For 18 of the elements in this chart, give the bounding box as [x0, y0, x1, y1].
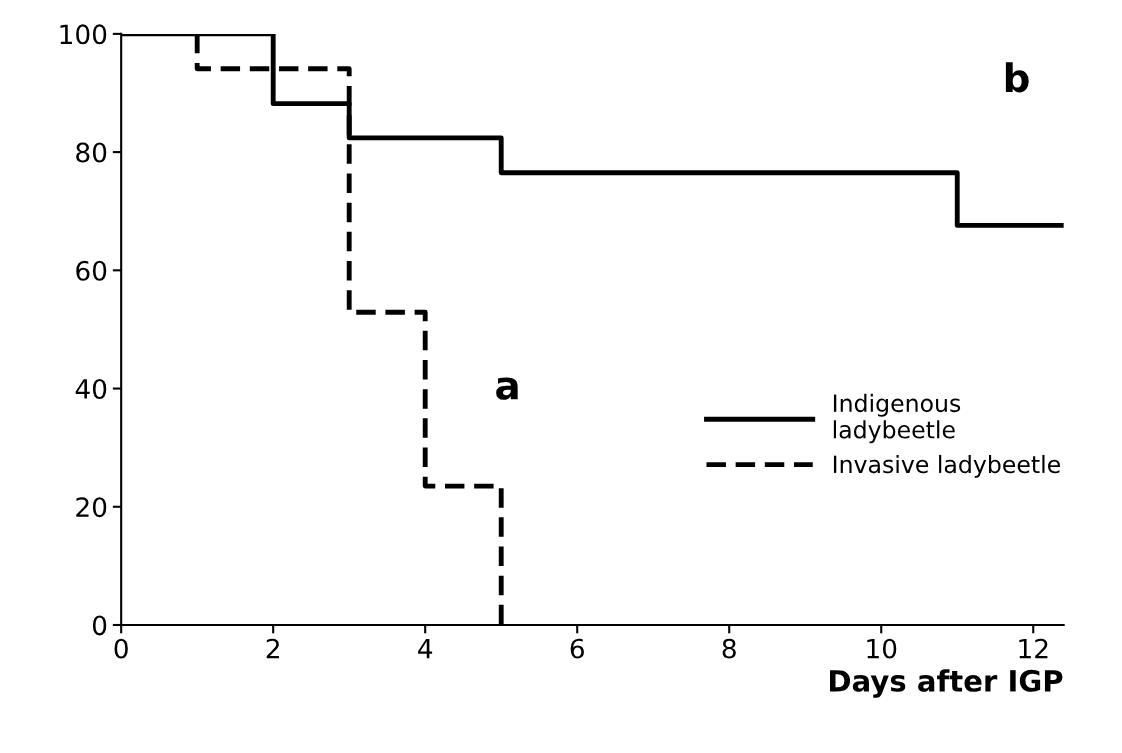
y-tick-label: 80: [76, 142, 107, 163]
y-tick-label: 60: [76, 260, 107, 281]
x-tick-label: 4: [418, 639, 433, 659]
y-tick-label: 20: [76, 497, 107, 518]
x-tick-label: 6: [570, 638, 584, 659]
annotation: b: [1005, 62, 1029, 93]
legend-label: Invasive ladybeetle: [833, 454, 1060, 478]
y-tick-label: 0: [92, 615, 107, 636]
x-axis-title: Days after IGP: [830, 669, 1063, 698]
x-tick-label: 12: [1019, 638, 1048, 659]
x-tick-label: 10: [867, 638, 897, 659]
y-tick-label: 40: [75, 378, 107, 399]
legend-label: Indigenous ladybeetle: [833, 393, 961, 444]
y-tick-label: 100: [60, 24, 107, 45]
x-tick-label: 2: [266, 638, 279, 659]
x-tick-label: 8: [722, 638, 736, 659]
annotation: a: [496, 377, 518, 400]
x-tick-label: 0: [114, 638, 128, 659]
